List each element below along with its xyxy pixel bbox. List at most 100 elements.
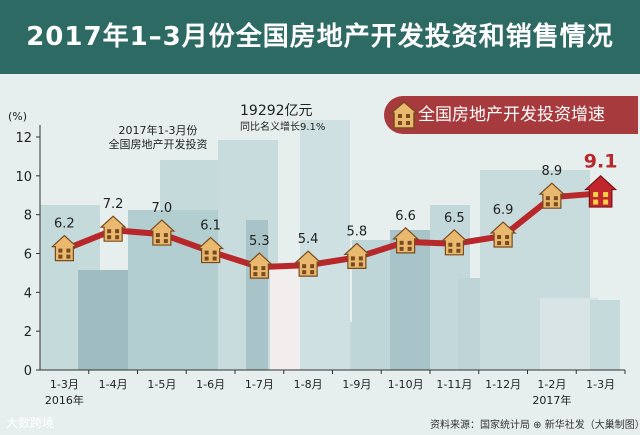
data-label: 5.8 [347,224,368,239]
data-point [392,227,420,254]
data-label: 6.6 [395,209,416,224]
data-label: 6.1 [200,219,221,234]
house-window [448,248,453,253]
house-window [212,256,217,261]
house-window [107,229,112,234]
data-label: 7.2 [103,197,124,212]
data-point [197,236,225,264]
house-window [603,192,609,198]
background-buildings [40,120,620,370]
house-marker-icon [584,174,618,208]
data-point [99,215,127,242]
house-icon [390,101,418,129]
data-label: 6.2 [54,217,75,232]
house-marker-icon [538,182,566,209]
house-window [407,246,412,251]
house-window [66,254,71,259]
x-year-label: 2017年 [532,393,571,407]
house-marker-icon [294,250,322,277]
y-tick-label: 0 [24,364,32,379]
house-window [553,202,558,207]
house-window [497,235,502,240]
house-window [204,250,209,255]
house-window [310,270,315,275]
house-window [302,270,307,275]
house-window [66,248,71,253]
y-tick-label: 10 [15,170,32,185]
x-tick-label: 1-3月 [50,378,79,391]
x-tick-label: 1-12月 [485,378,521,391]
source-note: 资料来源：国家统计局 ⊕ 新华社发（大巢制图） [430,420,640,431]
data-point [294,250,322,277]
house-window [593,199,599,205]
data-point [440,228,468,256]
period-note: 2017年1-3月份 全国房地产开发投资 [108,124,208,151]
x-tick-label: 1-8月 [294,378,323,391]
house-window [593,192,599,198]
y-tick-label: 4 [24,286,32,301]
data-point [245,252,273,279]
data-point [489,221,517,248]
data-label: 5.4 [298,232,319,247]
data-label: 7.0 [152,201,173,216]
house-window [603,199,609,205]
house-window [115,229,120,234]
house-marker-icon [50,234,78,262]
x-tick-label: 1-10月 [388,378,424,391]
total-growth: 同比名义增长9.1% [240,122,326,133]
x-tick-label: 1-9月 [342,378,371,391]
house-window [115,235,120,240]
data-label: 5.3 [249,234,270,249]
house-window [505,235,510,240]
house-marker-icon [343,242,371,269]
house-window [497,241,502,246]
house-window [350,262,355,267]
legend-box [384,96,638,134]
axes: 0 2 4 6 8 10 12 1-3月 1-4月 1-5月 1-6月 1-7月 1-8月 1-9月 1-1… [15,125,626,407]
house-marker-icon [392,227,420,254]
house-window [456,242,461,247]
x-tick-label: 1-4月 [99,378,128,391]
house-window [212,250,217,255]
house-window [399,240,404,245]
house-window [107,235,112,240]
house-window [253,266,258,271]
data-point [538,182,566,209]
x-tick-label: 1-3月 [586,378,615,391]
watermark-logo: 大数跨境 [6,416,55,430]
x-tick-label: 1-11月 [436,378,472,391]
house-marker-icon [197,236,225,264]
house-window [456,248,461,253]
house-window [350,256,355,261]
house-window [407,240,412,245]
data-label: 8.9 [542,164,563,179]
y-axis-label: (%) [8,110,28,123]
house-window [399,246,404,251]
x-year-label: 2016年 [45,393,84,407]
chart-title: 2017年1–3月份全国房地产开发投资和销售情况 [26,22,614,52]
series-layer: 6.2 7.2 7.0 6.1 5.3 5.4 5.8 6.6 6.5 6.9 8.9 9.1 [50,150,618,279]
data-point [584,174,618,208]
legend-label: 全国房地产开发投资增速 [418,105,605,125]
house-marker-icon [148,219,176,246]
house-window [58,254,63,259]
house-marker-icon [440,228,468,256]
house-window [155,239,160,244]
title-bar [0,0,640,74]
house-window [155,233,160,238]
total-value: 19292亿元 [240,103,313,119]
house-window [163,233,168,238]
house-window [302,264,307,269]
house-window [253,272,258,277]
data-point [50,234,78,262]
data-label: 9.1 [584,150,618,172]
house-window [358,256,363,261]
y-tick-label: 2 [24,325,32,340]
data-label: 6.5 [444,211,465,226]
y-tick-label: 6 [24,248,32,263]
x-tick-label: 1-6月 [196,378,225,391]
data-label: 6.9 [493,203,514,218]
house-window [545,202,550,207]
